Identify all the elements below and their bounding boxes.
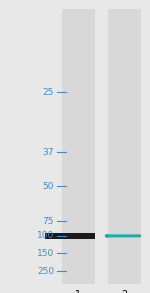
- Text: 150: 150: [37, 249, 54, 258]
- Text: 1: 1: [75, 290, 81, 293]
- Bar: [108, 9, 141, 284]
- Text: 100: 100: [37, 231, 54, 240]
- Text: 75: 75: [42, 217, 54, 226]
- Bar: [45, 233, 94, 239]
- Text: 25: 25: [43, 88, 54, 97]
- Bar: [61, 9, 94, 284]
- Text: 250: 250: [37, 267, 54, 275]
- Text: 50: 50: [42, 182, 54, 190]
- Text: 37: 37: [42, 148, 54, 157]
- Text: 2: 2: [121, 290, 128, 293]
